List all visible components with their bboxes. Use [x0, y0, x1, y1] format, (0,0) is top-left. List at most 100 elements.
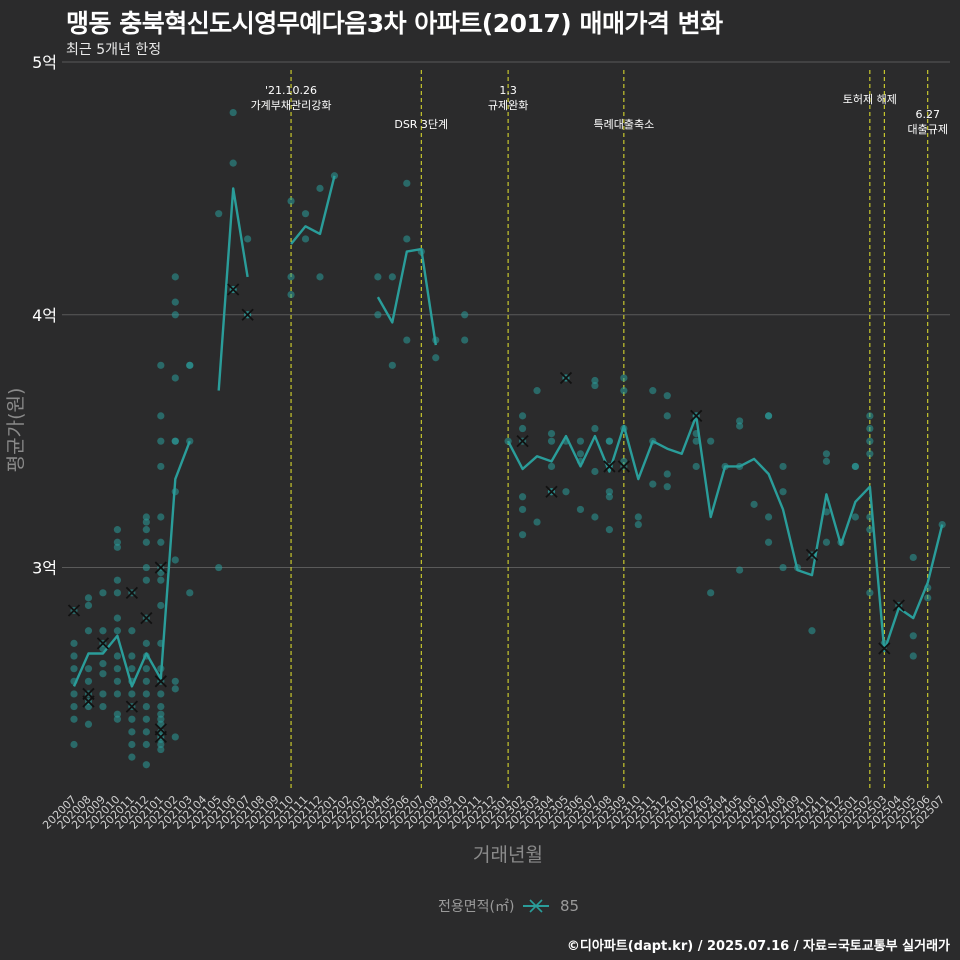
data-point — [157, 690, 165, 698]
data-point — [432, 354, 440, 362]
data-point — [764, 412, 773, 420]
data-point — [142, 677, 150, 685]
data-point — [84, 720, 93, 728]
data-point — [518, 505, 527, 514]
data-point — [707, 437, 715, 445]
data-point — [822, 457, 831, 465]
cross-marker — [516, 435, 529, 448]
data-point — [301, 235, 310, 243]
data-point — [157, 715, 165, 723]
cross-marker — [603, 460, 616, 473]
data-point — [707, 589, 715, 597]
data-point — [186, 361, 194, 369]
data-point — [822, 450, 831, 458]
data-point — [70, 652, 78, 660]
cross-marker — [154, 561, 167, 574]
data-point — [157, 601, 165, 610]
data-point — [171, 685, 179, 693]
data-point — [764, 538, 773, 546]
data-point — [779, 563, 787, 572]
data-point — [142, 715, 150, 723]
data-point — [866, 424, 874, 433]
data-point — [157, 745, 165, 754]
data-point — [562, 488, 570, 496]
cross-marker — [559, 371, 573, 385]
data-point — [736, 417, 744, 425]
cross-marker — [140, 611, 153, 625]
data-point — [157, 361, 165, 369]
cross-marker — [96, 637, 110, 650]
data-point — [70, 665, 78, 673]
data-point — [84, 665, 93, 673]
data-point — [215, 563, 223, 572]
data-point — [142, 702, 150, 711]
data-point — [128, 627, 136, 635]
data-point — [157, 720, 165, 728]
data-point — [157, 462, 165, 471]
data-point — [591, 424, 599, 433]
series-line-85 — [217, 187, 249, 391]
data-point — [605, 437, 613, 445]
data-point — [605, 493, 613, 501]
data-point — [99, 690, 107, 698]
chart-title: 맹동 충북혁신도시영무예다음3차 아파트(2017) 매매가격 변화 — [66, 9, 723, 38]
data-point — [113, 526, 122, 534]
data-point — [171, 374, 179, 382]
data-point — [605, 526, 613, 534]
data-point — [70, 690, 78, 698]
data-point — [909, 553, 917, 562]
data-point — [128, 715, 136, 723]
data-point — [736, 422, 744, 430]
cross-marker — [617, 460, 630, 473]
data-point — [84, 677, 93, 685]
data-point — [287, 290, 295, 299]
data-point — [157, 412, 165, 420]
data-point — [157, 702, 165, 711]
data-point — [128, 728, 136, 736]
data-point — [866, 437, 874, 445]
cross-marker — [154, 675, 167, 688]
data-point — [634, 513, 642, 521]
data-point — [142, 639, 150, 647]
data-point — [938, 520, 946, 529]
data-point — [663, 412, 671, 420]
data-point — [244, 235, 252, 243]
data-point — [70, 740, 78, 749]
data-point — [518, 493, 527, 501]
data-point — [461, 336, 469, 344]
data-point — [128, 690, 136, 698]
data-point — [591, 467, 599, 476]
data-point — [84, 594, 93, 602]
cross-marker — [125, 586, 139, 599]
data-point — [113, 538, 122, 546]
data-point — [70, 639, 78, 647]
cross-marker — [690, 409, 703, 423]
data-point — [128, 740, 136, 749]
data-point — [663, 392, 671, 400]
legend-title: 전용면적(㎡) — [438, 899, 514, 915]
data-point — [142, 728, 150, 736]
annotation-label: 특례대출축소 — [593, 118, 654, 131]
data-point — [909, 652, 917, 660]
legend-key-cross — [529, 899, 543, 913]
data-point — [99, 670, 107, 678]
y-axis-label: 평균가(원) — [5, 388, 27, 473]
cross-marker — [227, 283, 240, 296]
data-point — [822, 538, 831, 546]
data-point — [142, 518, 150, 526]
data-point — [157, 538, 165, 546]
cross-marker — [805, 548, 819, 562]
data-point — [215, 210, 223, 218]
data-point — [171, 556, 179, 564]
data-point — [142, 526, 150, 534]
data-point — [113, 589, 122, 597]
data-point — [99, 660, 107, 668]
data-point — [591, 381, 599, 390]
data-point — [461, 311, 469, 319]
data-point — [663, 470, 671, 478]
data-point — [533, 518, 541, 526]
data-point — [403, 336, 411, 344]
data-point — [99, 702, 107, 711]
data-point — [171, 298, 179, 306]
